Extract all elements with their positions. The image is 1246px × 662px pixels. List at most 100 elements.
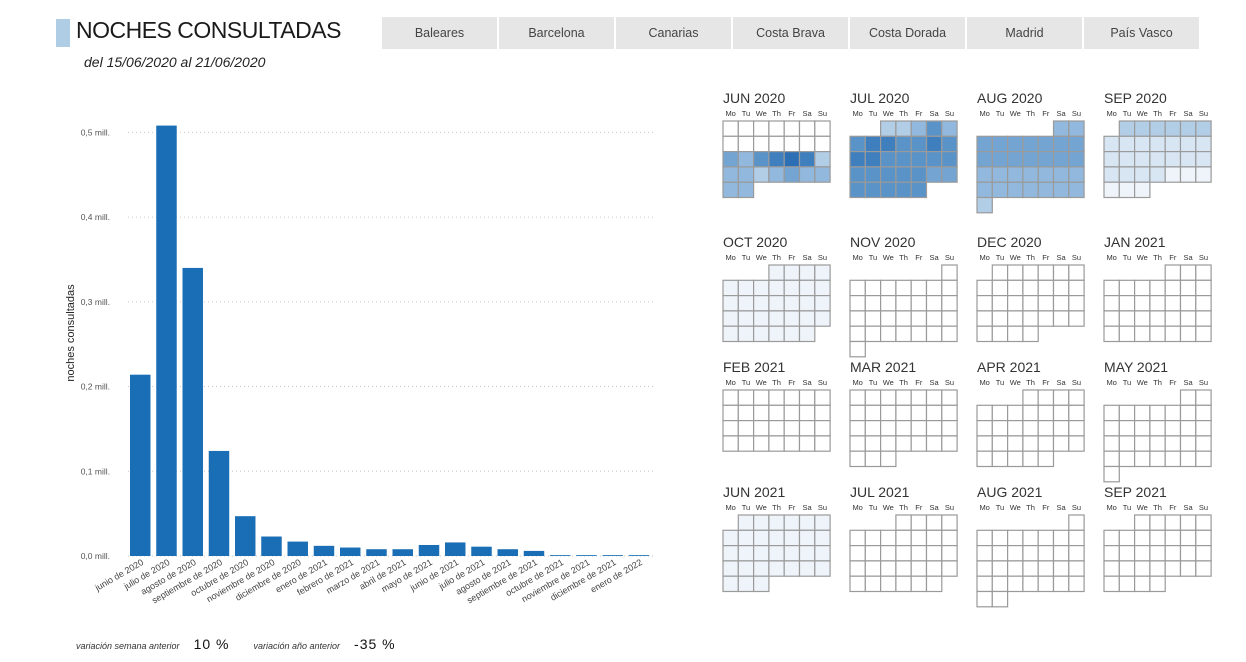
calendar-day-cell [1068,279,1085,297]
calendar-day-cell [752,120,770,137]
calendar-day-cell [864,420,882,437]
calendar-day-cell [1006,420,1024,437]
weekday-header: Sa [803,253,813,262]
calendar-day-cell [1037,544,1055,562]
calendar-day-cell [1068,310,1085,327]
y-tick-label: 0,5 mill. [81,127,110,137]
calendar-day-cell [1037,404,1055,422]
calendar-day-cell [1022,575,1039,593]
calendar-day-cell [798,435,816,452]
calendar-day-cell [752,310,770,327]
calendar-day-cell [814,404,831,422]
tab-madrid[interactable]: Madrid [967,17,1082,49]
bar-4 [235,516,256,556]
calendar-day-cell [1006,279,1024,297]
year-variation-label: variación año anterior [253,641,341,651]
calendar-day-cell [1068,295,1085,312]
calendar-day-cell [879,544,897,562]
calendar-day-cell [1006,575,1024,593]
calendar-day-cell [814,389,831,406]
tab-canarias[interactable]: Canarias [616,17,731,49]
calendar-day-cell [849,420,866,437]
calendar-day-cell [1037,151,1055,168]
calendar-day-cell [1133,325,1151,343]
weekday-header: Fr [915,378,923,387]
calendar-month-title: NOV 2020 [850,234,916,250]
calendar-day-cell [991,135,1009,153]
tab-baleares[interactable]: Baleares [382,17,497,49]
calendar-day-cell [1179,560,1197,577]
calendar-day-cell [864,135,882,153]
weekday-header: We [756,109,767,118]
calendar-day-cell [798,544,816,562]
weekday-header: Th [772,503,781,512]
calendar-month-title: MAR 2021 [850,359,916,375]
calendar-day-cell [1006,529,1024,547]
calendar-day-cell [737,420,755,437]
weekday-header: Su [818,378,827,387]
calendar-day-cell [798,420,816,437]
weekday-header: Su [945,109,954,118]
y-tick-label: 0,0 mill. [81,551,110,561]
weekday-header: Tu [869,109,877,118]
calendar-day-cell [941,389,958,406]
calendar-day-cell [1118,450,1136,468]
calendar-day-cell [976,196,993,214]
calendar-day-cell [1037,279,1055,297]
calendar-day-cell [991,575,1009,593]
calendar-day-cell [768,514,785,531]
calendar-day-cell [910,325,928,343]
calendar-day-cell [737,120,755,137]
calendar-day-cell [1022,389,1039,406]
calendar-day-cell [895,310,912,327]
calendar-day-cell [925,529,943,547]
calendar-day-cell [864,151,882,168]
calendar-day-cell [1052,575,1070,593]
calendar-day-cell [1164,560,1182,577]
weekday-header: Fr [1042,503,1050,512]
calendar-day-cell [1052,389,1070,406]
calendar-day-cell [1179,325,1197,343]
weekday-header: Mo [1106,503,1116,512]
calendar-day-cell [1068,135,1085,153]
calendar-day-cell [768,529,785,547]
calendar-day-cell [814,120,831,137]
bar-6 [287,541,308,556]
weekday-header: Th [1026,253,1035,262]
calendar-month: AUG 2020 Mo Tu We Th Fr Sa Su [976,90,1085,214]
calendar-day-cell [849,310,866,327]
calendar-day-cell [1179,295,1197,312]
calendar-day-cell [752,514,770,531]
tab-costa-dorada[interactable]: Costa Dorada [850,17,965,49]
bar-2 [182,267,203,556]
calendar-day-cell [1133,420,1151,437]
calendar-day-cell [752,151,770,168]
calendar-day-cell [752,389,770,406]
calendar-month-title: APR 2021 [977,359,1041,375]
calendar-day-cell [1118,404,1136,422]
calendar-day-cell [768,135,785,153]
weekday-header: Mo [852,253,862,262]
tab-costa-brava[interactable]: Costa Brava [733,17,848,49]
weekday-header: Su [1199,253,1208,262]
weekday-header: Tu [996,378,1004,387]
calendar-day-cell [768,151,785,168]
tab-pais-vasco[interactable]: País Vasco [1084,17,1199,49]
calendar-day-cell [783,264,801,281]
calendar-day-cell [1006,560,1024,577]
calendar-day-cell [814,544,831,562]
week-variation-value: 10 % [193,636,230,652]
calendar-day-cell [722,325,739,343]
calendar-day-cell [910,404,928,422]
tab-barcelona[interactable]: Barcelona [499,17,614,49]
calendar-day-cell [768,120,785,137]
calendar-day-cell [895,279,912,297]
weekday-header: Mo [725,378,735,387]
calendar-day-cell [722,295,739,312]
calendar-day-cell [879,529,897,547]
calendar-day-cell [976,151,993,168]
calendar-day-cell [1006,151,1024,168]
calendar-day-cell [768,279,785,297]
calendar-month-title: JUN 2020 [723,90,785,106]
calendar-day-cell [849,404,866,422]
